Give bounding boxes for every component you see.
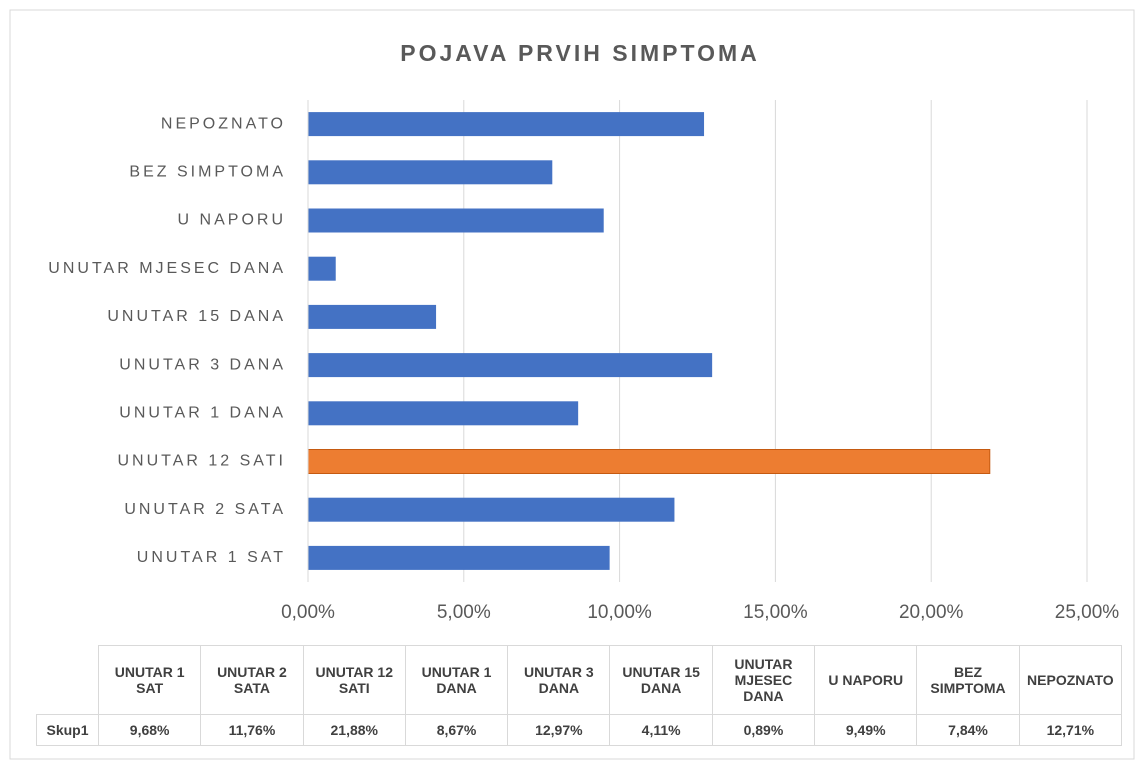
table-header: U NAPORU [814, 645, 918, 715]
chart-title: POJAVA PRVIH SIMPTOMA [400, 40, 760, 66]
y-tick-label: UNUTAR 12 SATI [117, 453, 286, 470]
data-table: UNUTAR 1 SAT UNUTAR 2 SATA UNUTAR 12 SATI U… [36, 645, 1123, 746]
bar [308, 112, 705, 137]
y-tick-label: UNUTAR 2 SATA [124, 501, 286, 518]
bar [308, 160, 553, 185]
table-header: UNUTAR 12 SATI [302, 645, 406, 715]
chart-border [9, 9, 1135, 760]
table-value: 4,11% [609, 714, 713, 746]
y-tick-label: UNUTAR MJESEC DANA [48, 260, 286, 277]
corner [36, 645, 99, 715]
table-header: UNUTAR 15 DANA [609, 645, 713, 715]
table-header: UNUTAR 3 DANA [507, 645, 611, 715]
bar [308, 208, 604, 233]
y-tick-label: UNUTAR 1 DANA [119, 405, 286, 422]
bar [308, 256, 336, 281]
table-header: UNUTAR MJESEC DANA [711, 645, 816, 715]
bar [307, 449, 991, 474]
table-value: 0,89% [711, 714, 816, 746]
x-tick-label: 5,00% [437, 602, 491, 623]
table-header: NEPOZNATO [1018, 645, 1123, 715]
y-tick-label: UNUTAR 1 SAT [137, 549, 286, 566]
table-value: 21,88% [302, 714, 406, 746]
x-tick-label: 25,00% [1055, 602, 1120, 623]
table-value: 12,71% [1018, 714, 1123, 746]
table-value: 9,68% [97, 714, 202, 746]
bar [308, 304, 437, 329]
table-header: UNUTAR 1 SAT [97, 645, 202, 715]
table-header: UNUTAR 1 DANA [404, 645, 509, 715]
table-header: BEZ SIMPTOMA [916, 645, 1020, 715]
table-value: 12,97% [507, 714, 611, 746]
y-tick-label: U NAPORU [178, 212, 286, 229]
table-value: 7,84% [916, 714, 1020, 746]
y-tick-label: UNUTAR 3 DANA [119, 356, 286, 373]
bar [308, 353, 713, 378]
x-tick-label: 10,00% [587, 602, 652, 623]
x-tick-label: 15,00% [743, 602, 808, 623]
bar [308, 545, 610, 570]
x-tick-label: 20,00% [899, 602, 964, 623]
x-tick-label: 0,00% [281, 602, 335, 623]
table-value: 9,49% [814, 714, 918, 746]
y-tick-label: BEZ SIMPTOMA [129, 164, 286, 181]
bar [308, 497, 675, 522]
table-value: 8,67% [404, 714, 509, 746]
table-header: UNUTAR 2 SATA [200, 645, 304, 715]
y-tick-label: UNUTAR 15 DANA [107, 308, 286, 325]
y-tick-label: NEPOZNATO [161, 115, 286, 132]
series-name: Skup1 [36, 714, 99, 746]
table-value: 11,76% [200, 714, 304, 746]
bar [308, 401, 579, 426]
